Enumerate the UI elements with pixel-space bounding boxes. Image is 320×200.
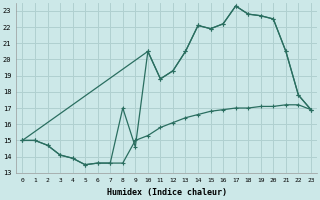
X-axis label: Humidex (Indice chaleur): Humidex (Indice chaleur) <box>107 188 227 197</box>
